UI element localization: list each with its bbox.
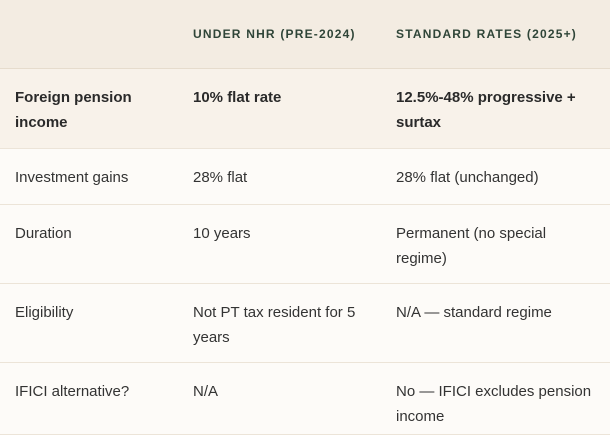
table-cell: N/A — standard regime — [381, 283, 610, 363]
table-cell: Permanent (no special regime) — [381, 204, 610, 284]
table-cell: 12.5%-48% progressive + surtax — [381, 68, 610, 149]
header-cell — [0, 0, 178, 69]
table-cell: 10% flat rate — [178, 68, 381, 149]
table-cell: Foreign pension income — [0, 68, 178, 149]
table-row: Duration 10 years Permanent (no special re… — [0, 204, 610, 284]
table-cell: No — IFICI excludes pension income — [381, 362, 610, 435]
table-cell: Not PT tax resident for 5 years — [178, 283, 381, 363]
table-cell: Investment gains — [0, 148, 178, 205]
table-body: Foreign pension income 10% flat rate 12.5%… — [0, 68, 610, 435]
table-cell: Duration — [0, 204, 178, 284]
table-cell: N/A — [178, 362, 381, 435]
table-row: IFICI alternative? N/A No — IFICI excludes… — [0, 362, 610, 435]
table-cell: 28% flat (unchanged) — [381, 148, 610, 205]
header-cell: STANDARD RATES (2025+) — [381, 0, 610, 69]
table-row: Eligibility Not PT tax resident for 5 yea… — [0, 283, 610, 363]
header-row: UNDER NHR (PRE-2024) STANDARD RATES (2025… — [0, 0, 610, 69]
table-cell: IFICI alternative? — [0, 362, 178, 435]
header-cell: UNDER NHR (PRE-2024) — [178, 0, 381, 69]
table-row: Investment gains 28% flat 28% flat (unchan… — [0, 148, 610, 205]
table-row: Foreign pension income 10% flat rate 12.5%… — [0, 68, 610, 149]
table-cell: 28% flat — [178, 148, 381, 205]
table-cell: 10 years — [178, 204, 381, 284]
table-cell: Eligibility — [0, 283, 178, 363]
